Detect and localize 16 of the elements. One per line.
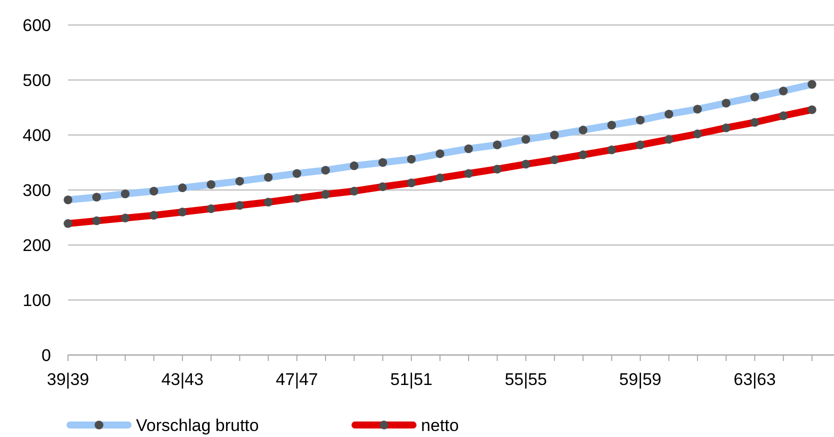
x-tick-label: 63|63 [734, 370, 776, 389]
legend-label: netto [421, 416, 459, 435]
y-tick-label: 500 [22, 70, 51, 90]
legend-label: Vorschlag brutto [136, 416, 259, 435]
y-tick-label: 400 [22, 126, 51, 145]
y-tick-label: 0 [42, 346, 51, 365]
y-tick-label: 100 [22, 290, 51, 310]
x-tick-label: 59|59 [619, 370, 662, 389]
y-tick-label: 600 [22, 16, 51, 35]
x-tick-label: 39|39 [46, 370, 90, 389]
x-tick-label: 51|51 [390, 370, 432, 389]
y-tick-label: 200 [22, 236, 51, 255]
y-tick-label: 300 [22, 180, 51, 200]
x-tick-label: 47|47 [276, 370, 318, 389]
x-tick-label: 43|43 [161, 370, 204, 389]
x-tick-label: 55|55 [504, 370, 547, 389]
